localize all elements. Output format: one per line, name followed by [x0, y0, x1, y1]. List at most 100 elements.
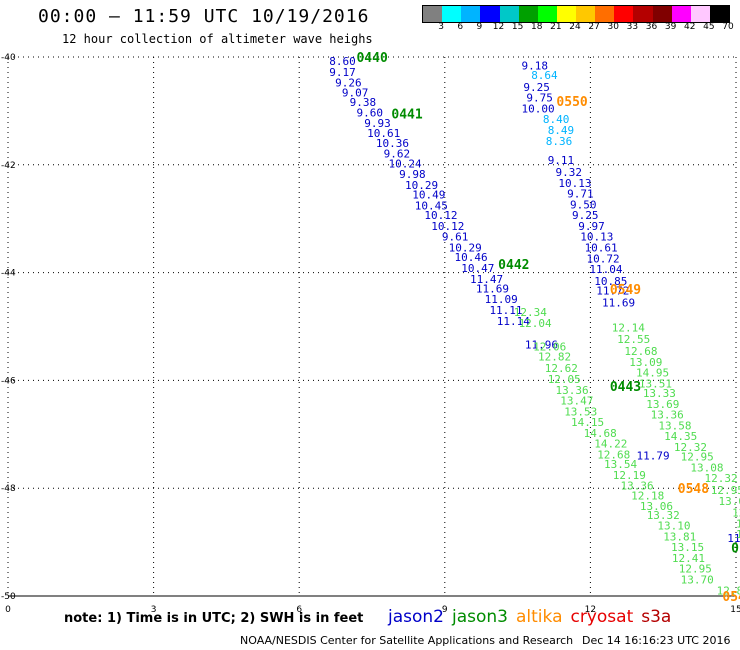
color-scale-label: 39 [664, 22, 677, 32]
wave-height-label: 12.32 [674, 441, 707, 454]
wave-height-label: 12.06 [533, 341, 566, 354]
wave-height-label: 9.75 [526, 92, 553, 105]
color-swatch [556, 6, 576, 22]
track-id-label: 0- [731, 541, 740, 556]
wave-height-label: 12.05 [548, 373, 581, 386]
track-labels: 0440 0441 0442 0443 0- 0550 0549 0548 054 [356, 51, 740, 605]
color-swatch [499, 6, 519, 22]
wave-height-label: 13.36 [651, 409, 684, 422]
color-swatch [652, 6, 672, 22]
wave-height-label: 10.13 [580, 231, 613, 244]
wave-height-label: 12.19 [613, 469, 646, 482]
satellite-legend-item: altika [516, 607, 563, 627]
satellite-legend: jason2 jason3 altika cryosat s3a [388, 607, 679, 627]
wave-height-label: 10.12 [424, 209, 457, 222]
wave-height-label: 9.26 [335, 77, 362, 90]
wave-height-label: 13.08 [719, 495, 740, 508]
wave-height-label: 9.98 [399, 168, 426, 181]
wave-height-label: 11.09 [485, 293, 518, 306]
track-id-label: 0440 [356, 51, 387, 66]
wave-height-label: 11.96 [525, 339, 558, 352]
wave-height-label: 12.95 [679, 563, 712, 576]
color-scale-label: 24 [569, 22, 581, 32]
wave-height-label: 9.93 [364, 117, 391, 130]
wave-height-label: 11.79 [637, 450, 670, 463]
color-scale-label: 21 [550, 22, 562, 32]
wave-height-label: 12.68 [597, 448, 630, 461]
wave-height-label: 9.25 [572, 209, 599, 222]
wave-height-label: 10.29 [405, 179, 438, 192]
color-scale-label: 36 [645, 22, 658, 32]
y-tick-label: -42 [1, 161, 16, 171]
wave-height-label: 11.69 [602, 296, 635, 309]
wave-height-label: 14.95 [636, 367, 669, 380]
track-id-label: 0548 [678, 482, 709, 497]
color-scale-label: 27 [588, 22, 600, 32]
color-swatch [423, 6, 443, 22]
chart-title: 00:00 – 11:59 UTC 10/19/2016 [38, 6, 370, 27]
track-id-label: 0550 [556, 95, 587, 110]
wave-height-label: 13.70 [681, 574, 714, 587]
color-scale-label: 9 [476, 22, 483, 32]
color-swatch [671, 6, 691, 22]
wave-height-label: 14.15 [571, 416, 604, 429]
y-tick-label: -48 [1, 484, 16, 494]
wave-height-label: 13.51 [639, 377, 672, 390]
color-scale-label: 18 [531, 22, 543, 32]
wave-height-label: 12.04 [519, 317, 552, 330]
data-points: 8.609.179.269.079.389.609.9310.6110.369.… [329, 55, 740, 597]
wave-height-label: 9.50 [570, 198, 597, 211]
wave-height-label: 13.36 [620, 480, 653, 493]
wave-height-label: 14.35 [664, 430, 697, 443]
credit-text: NOAA/NESDIS Center for Satellite Applica… [240, 634, 574, 647]
wave-height-label: 8.64 [531, 69, 558, 82]
wave-height-label: 13.0 [736, 517, 740, 530]
wave-height-label: 12.62 [545, 362, 578, 375]
wave-height-label: 13.33 [643, 387, 676, 400]
wave-height-label: 9.07 [342, 86, 369, 99]
wave-height-label: 14.68 [584, 427, 617, 440]
color-scale-label: 42 [684, 22, 696, 32]
satellite-legend-item: jason2 [388, 607, 444, 627]
wave-height-label: 8.60 [329, 55, 356, 68]
x-tick-label: 15 [730, 605, 740, 615]
wave-height-label: 10.46 [455, 251, 488, 264]
x-tick-label: 9 [442, 605, 448, 615]
wave-height-label: 9.61 [442, 231, 469, 244]
wave-height-label: 10.24 [389, 157, 422, 170]
wave-height-label: 13.15 [671, 541, 704, 554]
satellite-legend-item: s3a [641, 607, 672, 627]
color-scale-label: 3 [438, 22, 444, 32]
color-swatch [442, 6, 462, 22]
wave-height-label: 10.29 [449, 241, 482, 254]
wave-height-label: 13.54 [604, 458, 637, 471]
wave-height-label: 12.95 [681, 451, 714, 464]
y-tick-label: -40 [1, 53, 16, 63]
wave-height-label: 9.62 [384, 148, 411, 161]
footnote: note: 1) Time is in UTC; 2) SWH is in fe… [64, 611, 364, 626]
wave-height-label: 13.08 [690, 461, 723, 474]
wave-height-label: 12.34 [514, 306, 547, 319]
wave-height-label: 13.06 [640, 500, 673, 513]
color-swatch [537, 6, 557, 22]
wave-height-label: 9.18 [521, 59, 548, 72]
wave-height-label: 9.32 [555, 166, 582, 179]
wave-height-label: 13.10 [657, 520, 690, 533]
wave-height-label: 13.53 [564, 405, 597, 418]
wave-height-label: 14 [736, 528, 740, 541]
wave-height-label: 9.71 [567, 188, 594, 201]
color-scale-label: 70 [722, 22, 734, 32]
wave-height-label: 8.36 [546, 135, 573, 148]
wave-height-label: 12.68 [624, 345, 657, 358]
y-tick-label: -44 [1, 269, 16, 279]
y-tick-label: -46 [1, 376, 16, 386]
wave-height-label: 11.71 [727, 532, 740, 545]
wave-height-label: 13.36 [555, 384, 588, 397]
track-id-label: 0443 [610, 380, 641, 395]
wave-height-label: 9.11 [548, 154, 575, 167]
satellite-legend-item: cryosat [570, 607, 634, 627]
color-swatch [690, 6, 710, 22]
wave-height-label: 11.11 [489, 304, 522, 317]
